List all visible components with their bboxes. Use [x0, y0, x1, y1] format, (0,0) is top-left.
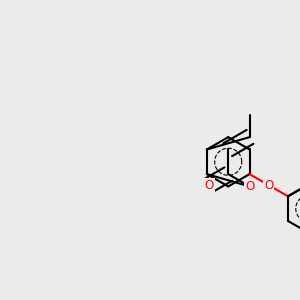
Text: O: O: [204, 179, 214, 192]
Text: O: O: [245, 180, 254, 193]
Text: O: O: [264, 179, 273, 192]
